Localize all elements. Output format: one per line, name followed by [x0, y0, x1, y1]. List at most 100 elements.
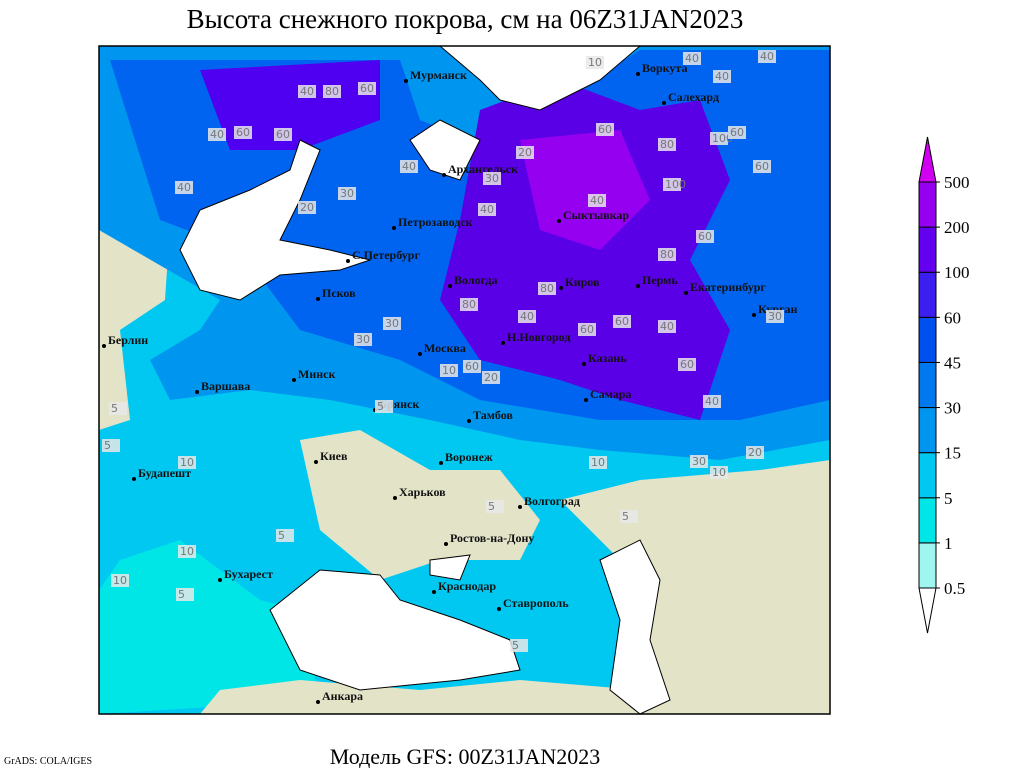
contour-label: 5: [512, 639, 519, 652]
contour-label-box: [109, 402, 127, 415]
contour-label-box: [102, 439, 120, 452]
contour-label-box: [696, 230, 714, 243]
city-dot: [636, 72, 640, 76]
contour-label: 100: [665, 178, 686, 191]
legend-label: 45: [944, 353, 961, 372]
contour-label: 40: [660, 320, 674, 333]
contour-label-box: [483, 172, 501, 185]
legend-label: 5: [944, 489, 953, 508]
city-dot: [316, 297, 320, 301]
contour-label: 60: [580, 323, 594, 336]
contour-label: 10: [180, 545, 194, 558]
contour-label-box: [482, 371, 500, 384]
legend-label: 60: [944, 308, 961, 327]
legend-label: 0.5: [944, 579, 965, 598]
city-label: Псков: [322, 286, 356, 300]
city-label: Краснодар: [438, 579, 496, 593]
contour-label: 5: [278, 529, 285, 542]
city-dot: [444, 542, 448, 546]
land-bare: [560, 460, 830, 714]
city-label: Воронеж: [445, 450, 493, 464]
city-dot: [102, 344, 106, 348]
contour-label: 10: [712, 466, 726, 479]
contour-label: 60: [730, 126, 744, 139]
contour-label-box: [400, 160, 418, 173]
city-dot: [292, 378, 296, 382]
contour-label-box: [766, 310, 784, 323]
contour-label: 10: [180, 456, 194, 469]
city-label: Пермь: [642, 273, 678, 287]
contour-label: 5: [111, 402, 118, 415]
city-label: Салехард: [668, 90, 719, 104]
legend-swatch: [918, 497, 937, 544]
contour-label: 10: [442, 364, 456, 377]
contour-label: 30: [340, 187, 354, 200]
legend-swatch: [918, 271, 937, 318]
contour-label: 40: [402, 160, 416, 173]
legend-label: 30: [944, 399, 961, 418]
legend-label: 1: [944, 534, 953, 553]
contour-label: 30: [692, 455, 706, 468]
contour-label: 40: [760, 50, 774, 63]
labels: Мурманск ВоркутаСалехардАрхангельскПетроз…: [102, 50, 798, 704]
city-dot: [684, 291, 688, 295]
contour-label: 5: [104, 439, 111, 452]
city-label: Будапешт: [138, 466, 191, 480]
city-label: Москва: [424, 341, 466, 355]
contour-label: 40: [177, 181, 191, 194]
legend-swatch: [918, 181, 937, 228]
contour-label-box: [538, 282, 556, 295]
city-label: Вологда: [454, 273, 498, 287]
contour-label: 5: [178, 588, 185, 601]
contour-label: 60: [755, 160, 769, 173]
land-bare: [200, 680, 700, 714]
contour-label-box: [713, 70, 731, 83]
contour-label-box: [111, 574, 129, 587]
city-label: Самара: [590, 387, 631, 401]
contour-label-box: [586, 56, 604, 69]
snow-field: [99, 540, 320, 714]
city-dot: [497, 607, 501, 611]
contour-label-box: [658, 248, 676, 261]
contour-label-box: [663, 178, 681, 191]
contour-label: 60: [236, 126, 250, 139]
contour-label: 60: [360, 82, 374, 95]
white-sea: [409, 119, 481, 181]
contour-label-box: [276, 529, 294, 542]
city-label: Казань: [588, 351, 627, 365]
contour-label-box: [178, 545, 196, 558]
city-dot: [432, 590, 436, 594]
contour-label-box: [478, 203, 496, 216]
contour-label: 40: [480, 203, 494, 216]
contour-label: 60: [598, 123, 612, 136]
city-dot: [582, 362, 586, 366]
city-label: Н.Новгород: [507, 330, 570, 344]
contour-label-box: [234, 126, 252, 139]
contour-label-box: [678, 358, 696, 371]
city-label: Харьков: [399, 485, 446, 499]
city-label: Бухарест: [224, 567, 273, 581]
contour-label-box: [710, 132, 728, 145]
city-label: Мурманск: [410, 68, 467, 82]
land-bare: [300, 430, 540, 580]
contour-label-box: [518, 310, 536, 323]
contour-label-box: [176, 588, 194, 601]
contour-label: 40: [300, 85, 314, 98]
city-label: С.Петербург: [352, 248, 420, 262]
legend-swatch: [918, 226, 937, 273]
snow-field: [440, 80, 730, 420]
contour-label-box: [274, 128, 292, 141]
city-dot: [467, 419, 471, 423]
contour-label: 20: [300, 201, 314, 214]
contour-label: 80: [540, 282, 554, 295]
contour-label: 100: [712, 132, 733, 145]
city-dot: [418, 352, 422, 356]
city-dot: [195, 390, 199, 394]
contour-label-box: [683, 52, 701, 65]
city-dot: [393, 496, 397, 500]
legend-swatch: [918, 361, 937, 409]
contour-label: 40: [705, 395, 719, 408]
contour-label-box: [178, 456, 196, 469]
contour-label: 10: [588, 56, 602, 69]
